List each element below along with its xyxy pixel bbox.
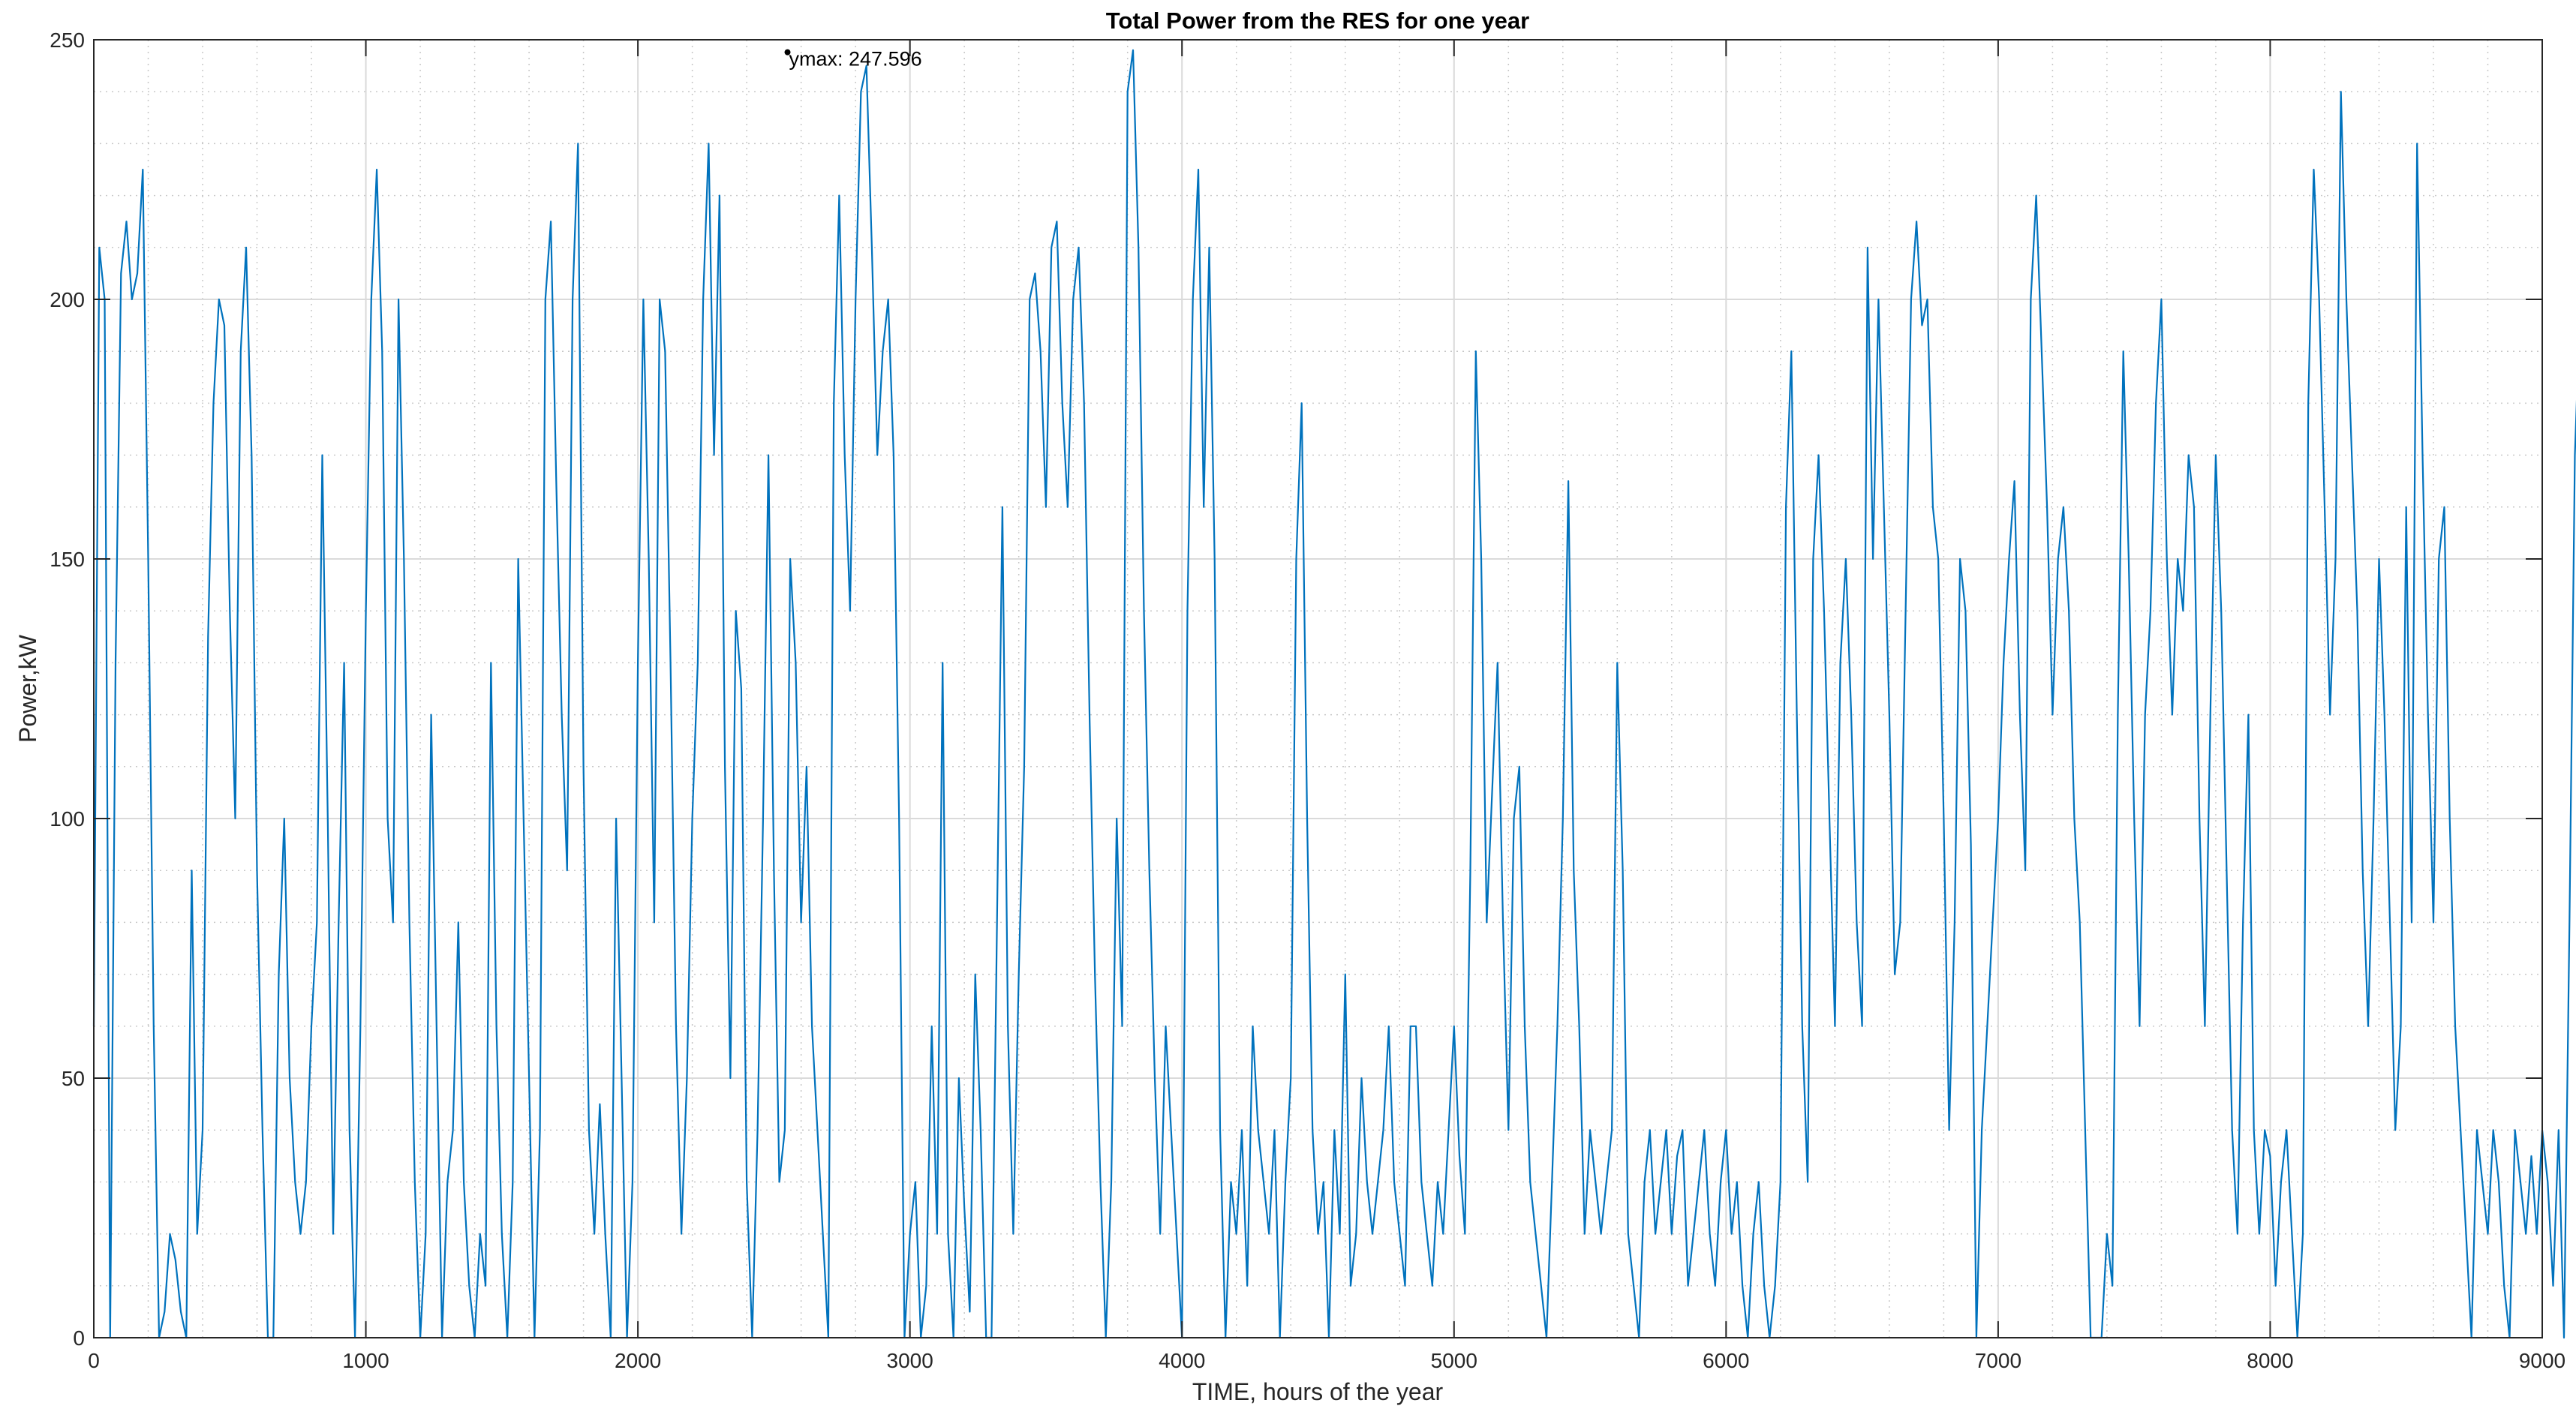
chart-title: Total Power from the RES for one year xyxy=(1106,8,1529,34)
ymax-marker xyxy=(784,49,791,56)
plot-frame xyxy=(93,39,2543,1338)
annotation-layer: ymax: 247.596 xyxy=(784,48,922,71)
x-tick-label: 6000 xyxy=(1703,1349,1749,1372)
x-axis-label: TIME, hours of the year xyxy=(1192,1378,1444,1405)
x-tick-label: 1000 xyxy=(342,1349,389,1372)
minor-grid xyxy=(94,40,2542,1338)
y-axis-label: Power,kW xyxy=(14,634,41,743)
x-tick-label: 4000 xyxy=(1159,1349,1205,1372)
y-tick-label: 0 xyxy=(73,1326,85,1350)
y-tick-label: 250 xyxy=(50,29,85,52)
x-tick-labels: 0 1000 2000 3000 4000 5000 6000 7000 8000 9000 xyxy=(88,1349,2565,1372)
x-tick-label: 2000 xyxy=(615,1349,661,1372)
x-tick-label: 9000 xyxy=(2519,1349,2565,1372)
y-tick-label: 50 xyxy=(62,1067,85,1090)
x-tick-label: 8000 xyxy=(2247,1349,2293,1372)
x-tick-label: 0 xyxy=(88,1349,100,1372)
x-tick-label: 7000 xyxy=(1975,1349,2021,1372)
series-line-0 xyxy=(92,49,2576,1339)
x-tick-label: 3000 xyxy=(887,1349,933,1372)
plot-background xyxy=(94,40,2542,1338)
data-layer xyxy=(92,49,2576,1339)
axis-ticks xyxy=(93,39,2543,1338)
ymax-annotation: ymax: 247.596 xyxy=(789,48,922,71)
y-tick-labels: 0 50 100 150 200 250 xyxy=(50,29,85,1350)
y-tick-label: 150 xyxy=(50,548,85,571)
y-tick-label: 200 xyxy=(50,288,85,311)
y-tick-label: 100 xyxy=(50,807,85,831)
x-tick-label: 5000 xyxy=(1431,1349,1477,1372)
